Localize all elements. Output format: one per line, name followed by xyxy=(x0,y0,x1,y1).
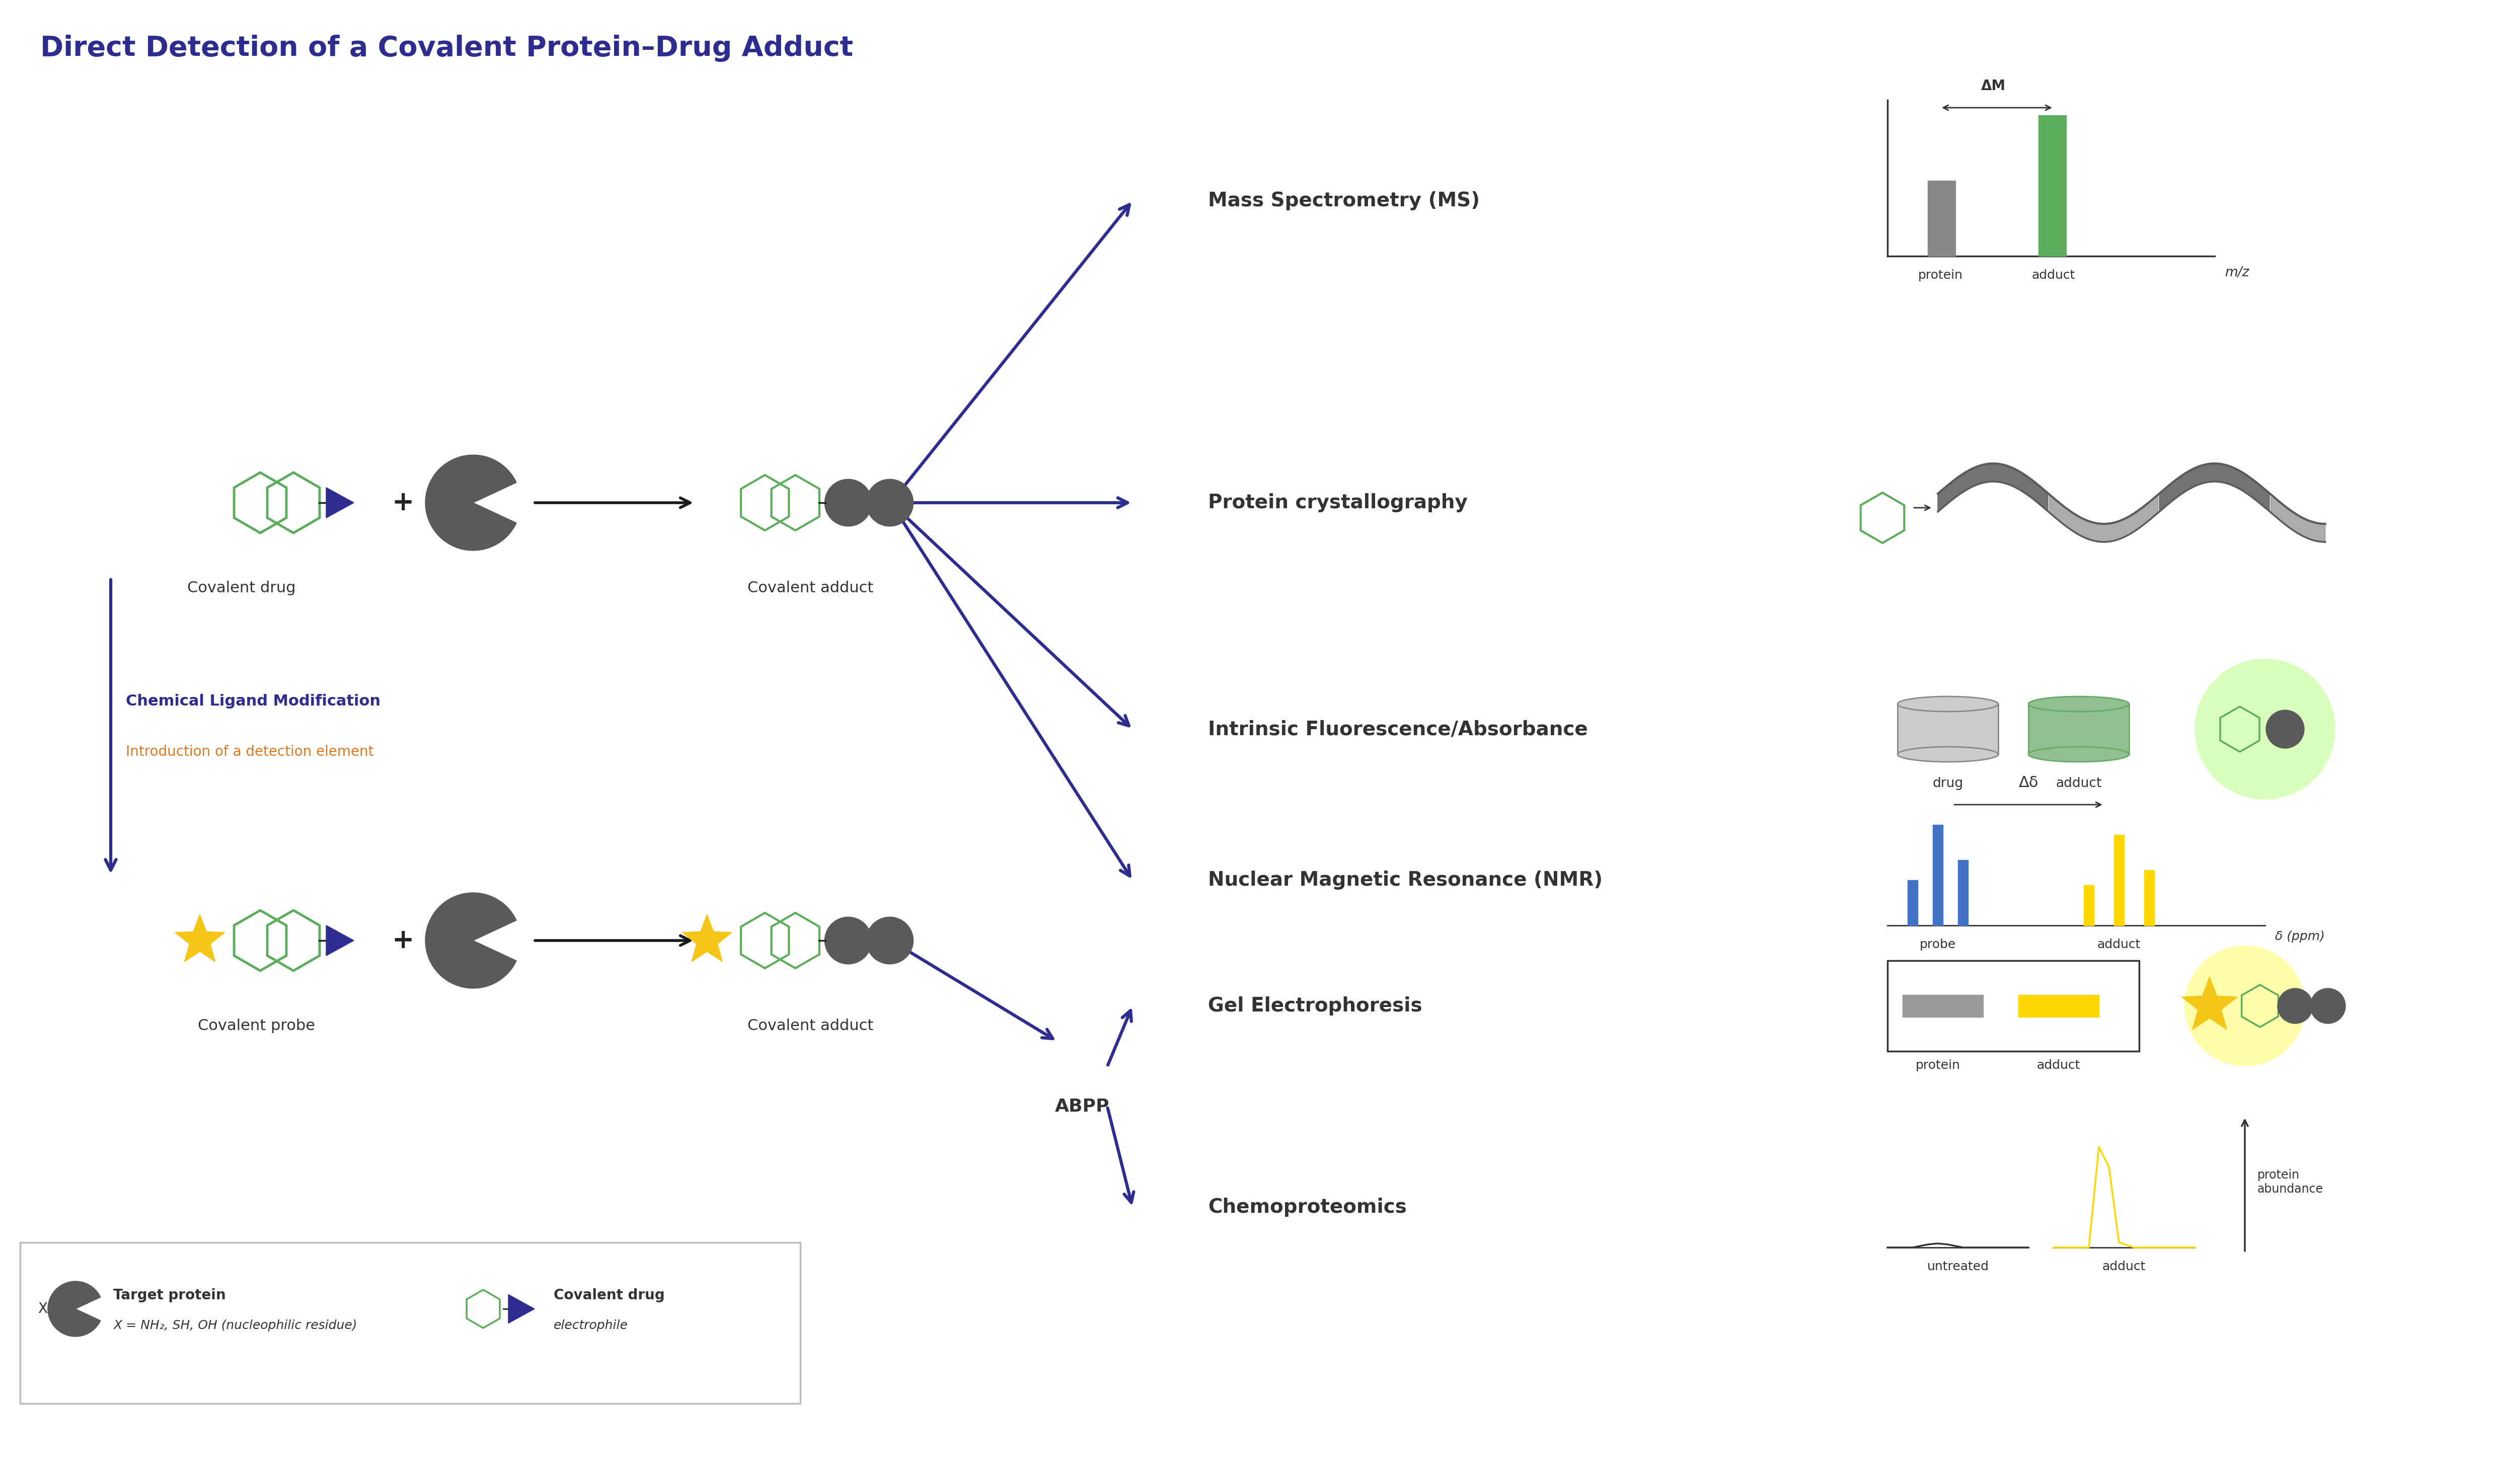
Bar xyxy=(1903,994,1983,1017)
Bar xyxy=(1908,880,1918,926)
Circle shape xyxy=(824,917,871,965)
Ellipse shape xyxy=(2028,746,2130,761)
Bar xyxy=(20,1242,799,1404)
Bar xyxy=(1888,960,2140,1051)
Bar xyxy=(1933,825,1943,926)
Ellipse shape xyxy=(2028,696,2130,711)
Text: Gel Electrophoresis: Gel Electrophoresis xyxy=(1209,996,1423,1015)
Ellipse shape xyxy=(2195,659,2335,800)
Bar xyxy=(2145,870,2155,926)
Wedge shape xyxy=(424,893,517,988)
Circle shape xyxy=(824,479,871,527)
Text: adduct: adduct xyxy=(2097,938,2140,951)
Text: ΔM: ΔM xyxy=(1980,79,2005,93)
Text: Covalent probe: Covalent probe xyxy=(197,1018,315,1033)
Text: X: X xyxy=(37,1301,47,1316)
Text: ABPP: ABPP xyxy=(1054,1098,1109,1114)
Circle shape xyxy=(866,479,914,527)
Polygon shape xyxy=(327,926,355,956)
Polygon shape xyxy=(682,914,732,962)
Wedge shape xyxy=(47,1281,100,1337)
Text: adduct: adduct xyxy=(2055,778,2102,789)
Text: Target protein: Target protein xyxy=(112,1288,225,1303)
Text: Mass Spectrometry (MS): Mass Spectrometry (MS) xyxy=(1209,191,1481,211)
Bar xyxy=(2085,884,2095,926)
Text: Nuclear Magnetic Resonance (NMR): Nuclear Magnetic Resonance (NMR) xyxy=(1209,871,1603,890)
Bar xyxy=(2028,703,2130,754)
Circle shape xyxy=(2277,988,2312,1024)
Bar xyxy=(1928,181,1955,257)
Text: electrophile: electrophile xyxy=(554,1319,629,1331)
Bar xyxy=(2115,835,2125,926)
Text: m/z: m/z xyxy=(2225,266,2250,279)
Text: drug: drug xyxy=(1933,778,1963,789)
Text: Chemical Ligand Modification: Chemical Ligand Modification xyxy=(125,695,380,709)
Text: untreated: untreated xyxy=(1928,1260,1990,1273)
Circle shape xyxy=(2310,988,2345,1024)
Polygon shape xyxy=(2182,976,2237,1030)
Text: Direct Detection of a Covalent Protein–Drug Adduct: Direct Detection of a Covalent Protein–D… xyxy=(40,34,854,62)
Text: protein
abundance: protein abundance xyxy=(2257,1169,2322,1195)
Text: Introduction of a detection element: Introduction of a detection element xyxy=(125,745,375,758)
Wedge shape xyxy=(424,456,517,551)
Ellipse shape xyxy=(1898,696,1998,711)
Circle shape xyxy=(866,917,914,965)
Circle shape xyxy=(2265,709,2305,748)
Text: protein: protein xyxy=(1918,269,1963,282)
Bar xyxy=(2018,994,2100,1017)
Text: +: + xyxy=(392,927,415,954)
Text: X = NH₂, SH, OH (nucleophilic residue): X = NH₂, SH, OH (nucleophilic residue) xyxy=(112,1319,357,1331)
Polygon shape xyxy=(327,488,355,518)
Text: Covalent drug: Covalent drug xyxy=(554,1288,664,1303)
Ellipse shape xyxy=(1898,746,1998,761)
Text: Intrinsic Fluorescence/Absorbance: Intrinsic Fluorescence/Absorbance xyxy=(1209,720,1588,739)
Text: Covalent drug: Covalent drug xyxy=(187,580,295,595)
Text: +: + xyxy=(392,490,415,516)
Text: Protein crystallography: Protein crystallography xyxy=(1209,493,1468,512)
Text: protein: protein xyxy=(1915,1060,1960,1071)
Ellipse shape xyxy=(2185,945,2305,1067)
Polygon shape xyxy=(509,1294,534,1324)
Text: adduct: adduct xyxy=(2102,1260,2145,1273)
Text: adduct: adduct xyxy=(2033,269,2075,282)
Polygon shape xyxy=(175,914,225,962)
Text: Covalent adduct: Covalent adduct xyxy=(747,1018,874,1033)
Text: Chemoproteomics: Chemoproteomics xyxy=(1209,1198,1406,1217)
Text: δ (ppm): δ (ppm) xyxy=(2275,930,2325,942)
Text: Covalent adduct: Covalent adduct xyxy=(747,580,874,595)
Text: adduct: adduct xyxy=(2038,1060,2080,1071)
Bar xyxy=(2038,116,2065,257)
Text: Δδ: Δδ xyxy=(2018,776,2038,789)
Text: probe: probe xyxy=(1920,938,1955,951)
Bar xyxy=(1958,861,1968,926)
Bar xyxy=(1898,703,1998,754)
